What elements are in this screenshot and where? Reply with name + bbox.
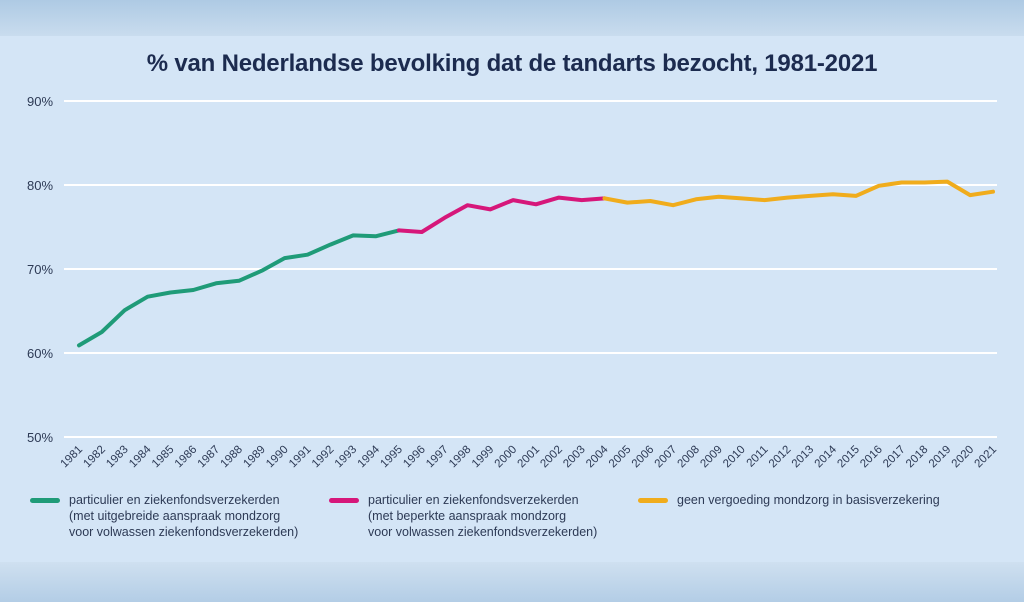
- legend-item-3: geen vergoeding mondzorg in basisverzeke…: [638, 492, 940, 508]
- bottom-backdrop: [0, 562, 1024, 602]
- x-tick-label: 2008: [675, 444, 702, 471]
- legend-label: particulier en ziekenfondsverzekerden (m…: [69, 493, 299, 539]
- series-lines: [77, 179, 995, 348]
- x-tick-label: 2005: [607, 444, 634, 471]
- x-tick-label: 1985: [150, 444, 177, 471]
- x-tick-label: 1982: [81, 444, 108, 471]
- x-tick-label: 2021: [973, 444, 1000, 471]
- x-tick-label: 1992: [310, 444, 337, 471]
- x-tick-label: 2014: [813, 443, 840, 470]
- x-tick-label: 2007: [653, 444, 680, 471]
- y-tick-label: 70%: [27, 262, 53, 277]
- chart-card: [0, 36, 1024, 562]
- x-tick-label: 1990: [264, 444, 291, 471]
- x-tick-label: 1999: [470, 444, 497, 471]
- x-tick-label: 1986: [173, 444, 200, 471]
- legend-label: particulier en ziekenfondsverzekerden (m…: [368, 493, 598, 539]
- x-tick-label: 1983: [104, 444, 131, 471]
- x-tick-label: 2019: [927, 444, 954, 471]
- legend-label: geen vergoeding mondzorg in basisverzeke…: [677, 493, 940, 507]
- x-tick-label: 1996: [401, 444, 428, 471]
- x-tick-label: 2016: [858, 444, 885, 471]
- x-tick-label: 1981: [59, 444, 86, 471]
- series-line-2: [396, 195, 607, 234]
- x-tick-label: 2017: [881, 444, 908, 471]
- y-tick-label: 50%: [27, 430, 53, 445]
- x-tick-label: 2012: [767, 444, 794, 471]
- x-tick-label: 2006: [630, 444, 657, 471]
- chart-title: % van Nederlandse bevolking dat de tanda…: [146, 50, 878, 77]
- x-tick-label: 2000: [493, 444, 520, 471]
- legend-item-1: particulier en ziekenfondsverzekerden (m…: [30, 492, 298, 540]
- x-tick-label: 2020: [950, 444, 977, 471]
- y-tick-label: 90%: [27, 94, 53, 109]
- x-tick-label: 1987: [196, 444, 223, 471]
- x-tick-label: 1997: [424, 444, 451, 471]
- series-line-3: [602, 179, 995, 208]
- top-backdrop: [0, 0, 1024, 36]
- x-axis-ticks: 1981198219831984198519861987198819891990…: [59, 443, 1000, 470]
- gridlines: [64, 100, 997, 438]
- legend-swatch: [638, 498, 668, 503]
- y-axis-ticks: 50% 60% 70% 80% 90%: [27, 94, 53, 445]
- x-tick-label: 2018: [904, 444, 931, 471]
- x-tick-label: 1988: [218, 444, 245, 471]
- x-tick-label: 2011: [745, 444, 771, 470]
- legend-item-2: particulier en ziekenfondsverzekerden (m…: [329, 492, 597, 540]
- x-tick-label: 1994: [356, 443, 383, 470]
- legend-swatch: [329, 498, 359, 503]
- x-tick-label: 1989: [241, 444, 268, 471]
- x-tick-label: 1984: [127, 443, 154, 470]
- series-line-1: [77, 228, 401, 348]
- y-tick-label: 60%: [27, 346, 53, 361]
- x-tick-label: 1998: [447, 444, 474, 471]
- x-tick-label: 2009: [698, 444, 725, 471]
- x-tick-label: 2003: [561, 444, 588, 471]
- x-tick-label: 2015: [835, 444, 862, 471]
- x-tick-label: 2013: [790, 444, 817, 471]
- x-tick-label: 2001: [516, 444, 543, 471]
- x-tick-label: 1991: [287, 444, 314, 471]
- x-tick-label: 2002: [538, 444, 565, 471]
- y-tick-label: 80%: [27, 178, 53, 193]
- x-tick-label: 2004: [584, 443, 611, 470]
- legend-swatch: [30, 498, 60, 503]
- x-tick-label: 1993: [333, 444, 360, 471]
- x-tick-label: 2010: [721, 444, 748, 471]
- x-tick-label: 1995: [378, 444, 405, 471]
